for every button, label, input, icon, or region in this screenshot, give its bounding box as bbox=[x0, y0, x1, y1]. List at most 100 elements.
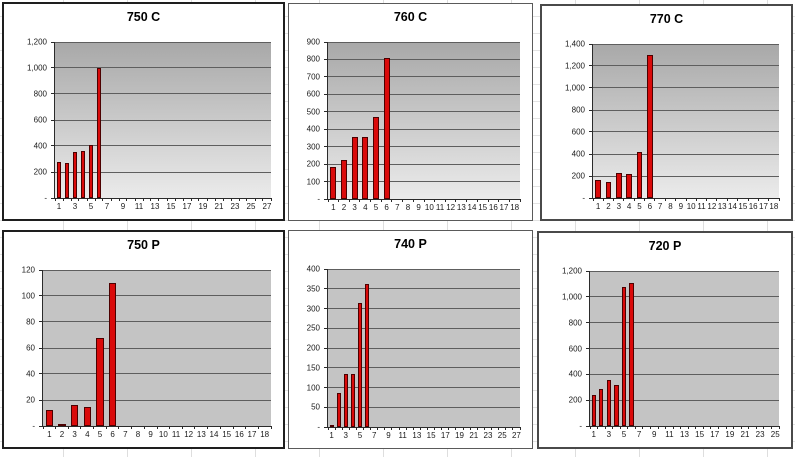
bar bbox=[621, 287, 627, 426]
y-axis-tick bbox=[39, 321, 43, 323]
chart-plot-region: 1,200 1,000 800 600 400 200-1 3 5 7 9 11 13 15 17 19 21… bbox=[545, 267, 780, 440]
x-axis-tick bbox=[483, 427, 485, 430]
y-axis-label: 50 bbox=[311, 402, 320, 412]
x-axis-label: 19 bbox=[198, 202, 208, 211]
chart-720-p[interactable]: 720 P 1,200 1,000 800 600 400 200-1 3 5 7 9 11 13 15… bbox=[537, 231, 793, 449]
x-axis-tick bbox=[110, 198, 112, 201]
x-axis-tick bbox=[710, 426, 712, 429]
x-axis-label: 17 bbox=[440, 431, 450, 440]
x-axis-tick bbox=[695, 198, 697, 201]
x-axis-tick bbox=[455, 199, 457, 202]
x-axis-tick bbox=[627, 426, 629, 429]
gridline bbox=[55, 119, 271, 121]
x-axis-tick bbox=[158, 198, 160, 201]
y-axis-tick bbox=[324, 367, 328, 369]
gridline bbox=[328, 111, 520, 113]
x-axis-label: 13 bbox=[150, 202, 160, 211]
x-axis-tick bbox=[602, 198, 604, 201]
x-axis-label: 7 bbox=[636, 430, 642, 439]
chart-760-c[interactable]: 760 C 900 800 700 600 500 400 300 200 100-1 2 3 4 5 6… bbox=[288, 3, 533, 221]
x-axis-tick bbox=[181, 426, 183, 429]
y-axis-label: 1,200 bbox=[26, 37, 47, 47]
bar bbox=[56, 161, 62, 198]
bar bbox=[629, 282, 634, 426]
chart-740-p[interactable]: 740 P 400 350 300 250 200 150 100 50-1 3 5 7 9 11 13 1… bbox=[288, 230, 533, 449]
y-axis-label: 900 bbox=[306, 37, 320, 47]
x-axis-tick bbox=[142, 198, 144, 201]
gridline bbox=[43, 321, 271, 323]
y-axis-label: 250 bbox=[306, 323, 320, 333]
x-axis-tick bbox=[444, 199, 446, 202]
x-axis-label: 16 bbox=[748, 202, 758, 211]
y-axis-label: - bbox=[317, 194, 320, 204]
x-axis-tick bbox=[498, 427, 500, 430]
y-axis-label: 600 bbox=[33, 115, 47, 125]
x-axis-label: 7 bbox=[657, 202, 663, 211]
y-axis-tick bbox=[586, 296, 590, 298]
x-axis-label: 1 bbox=[56, 202, 62, 211]
x-axis-label: 18 bbox=[260, 430, 270, 439]
y-axis-label: - bbox=[317, 422, 320, 432]
gridline bbox=[328, 387, 520, 388]
x-axis-tick bbox=[238, 198, 240, 201]
y-axis-label: - bbox=[579, 421, 582, 431]
chart-750-c[interactable]: 750 C 1,200 1,000 800 600 400 200-1 3 5 7 9 11 13 15… bbox=[2, 2, 285, 221]
x-axis-tick bbox=[702, 426, 704, 429]
gridline bbox=[593, 109, 779, 111]
x-axis-tick bbox=[687, 426, 689, 429]
y-axis-tick bbox=[39, 425, 43, 427]
x-axis-label: 13 bbox=[412, 431, 422, 440]
x-axis-label: 9 bbox=[678, 202, 684, 211]
x-axis-label: 8 bbox=[405, 203, 411, 212]
y-axis-tick bbox=[324, 406, 328, 408]
y-axis-label: 40 bbox=[26, 369, 35, 379]
x-axis-label: 5 bbox=[88, 202, 94, 211]
chart-plot-region: 120 100 80 60 40 20-1 2 3 4 5 6 7 8 9 10 11 12 13 14 15 16 17… bbox=[10, 266, 272, 439]
y-axis-tick bbox=[324, 347, 328, 349]
x-axis-label: 5 bbox=[97, 430, 103, 439]
x-axis-tick bbox=[391, 199, 393, 202]
x-axis-tick bbox=[348, 427, 350, 430]
gridline bbox=[328, 347, 520, 349]
x-axis-label: 9 bbox=[120, 202, 126, 211]
x-axis-tick bbox=[222, 198, 224, 201]
x-axis-tick bbox=[174, 198, 176, 201]
y-axis-tick bbox=[324, 387, 328, 388]
x-axis-tick bbox=[182, 198, 184, 201]
gridline bbox=[328, 181, 520, 183]
x-axis-tick bbox=[363, 427, 365, 430]
x-axis-label: 3 bbox=[343, 431, 348, 440]
chart-title: 750 P bbox=[127, 238, 160, 252]
x-axis-label: 27 bbox=[511, 431, 521, 440]
x-axis-label: 9 bbox=[416, 203, 421, 212]
plot-area: 1,200 1,000 800 600 400 200-1 3 5 7 9 11 13 15 17 19 21… bbox=[562, 267, 780, 440]
x-axis-label: 13 bbox=[456, 203, 466, 212]
y-axis-label: 200 bbox=[568, 395, 582, 405]
x-axis-tick bbox=[476, 427, 478, 430]
y-axis-tick bbox=[586, 373, 590, 375]
x-axis-tick bbox=[230, 198, 232, 201]
chart-plot-region: 900 800 700 600 500 400 300 200 100-1 2 3 4 5 6 7 8 9 10 1… bbox=[295, 38, 521, 212]
x-axis-label: 15 bbox=[222, 430, 232, 439]
chart-plot-region: 400 350 300 250 200 150 100 50-1 3 5 7 9 11 13 15 17 19 2… bbox=[295, 265, 521, 441]
bar bbox=[329, 425, 334, 427]
x-axis-label: 21 bbox=[469, 431, 479, 440]
y-axis-tick bbox=[51, 119, 55, 121]
gridline bbox=[590, 270, 779, 272]
y-axis-label: 800 bbox=[306, 54, 320, 64]
x-axis-label: 11 bbox=[171, 430, 181, 439]
gridline bbox=[593, 131, 779, 133]
chart-title: 720 P bbox=[648, 239, 682, 253]
gridline bbox=[328, 367, 520, 369]
y-axis-tick bbox=[324, 268, 328, 270]
x-axis-tick bbox=[370, 199, 372, 202]
x-axis-tick bbox=[434, 427, 436, 430]
chart-750-p[interactable]: 750 P 120 100 80 60 40 20-1 2 3 4 5 6 7 8 9 10 11 12 13 14… bbox=[2, 230, 285, 449]
bar bbox=[362, 137, 369, 199]
y-axis-label: 400 bbox=[571, 149, 585, 159]
x-axis-tick bbox=[755, 426, 757, 429]
x-axis-tick bbox=[334, 427, 336, 430]
x-axis-label: 18 bbox=[510, 203, 520, 212]
chart-770-c[interactable]: 770 C 1,400 1,200 1,000 800 600 400 200-1 2 3 4 5 6… bbox=[540, 4, 793, 221]
x-axis-tick bbox=[768, 198, 770, 201]
